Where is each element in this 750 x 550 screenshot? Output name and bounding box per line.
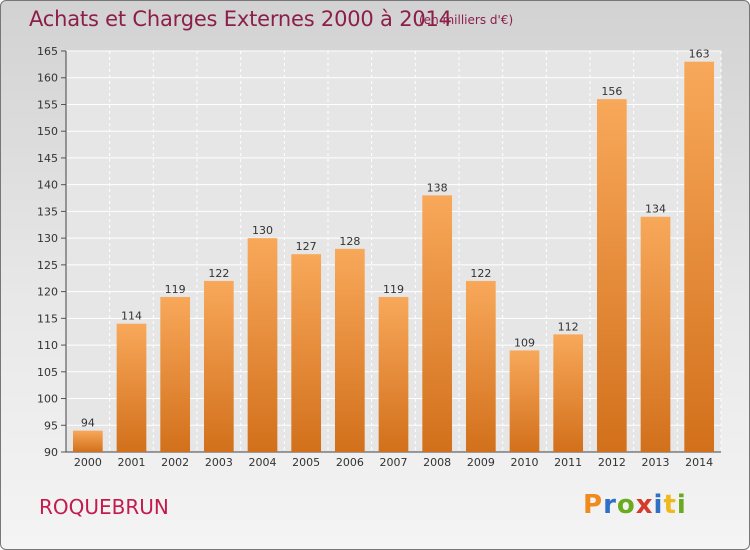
data-label: 128: [339, 235, 360, 248]
y-tick-label: 115: [37, 312, 58, 325]
data-label: 122: [208, 267, 229, 280]
data-label: 109: [514, 336, 535, 349]
logo-letter: i: [653, 490, 664, 520]
bar: [72, 430, 103, 452]
logo-letter: P: [583, 490, 604, 520]
data-label: 163: [689, 48, 710, 61]
data-label: 127: [296, 240, 317, 253]
x-tick-label: 2002: [161, 456, 189, 469]
x-tick-label: 2013: [642, 456, 670, 469]
y-tick-label: 105: [37, 366, 58, 379]
x-tick-label: 2006: [336, 456, 364, 469]
x-tick-label: 2005: [292, 456, 320, 469]
y-tick-label: 110: [37, 339, 58, 352]
x-tick-label: 2012: [598, 456, 626, 469]
data-label: 122: [470, 267, 491, 280]
x-tick-label: 2007: [380, 456, 408, 469]
y-tick-label: 145: [37, 152, 58, 165]
logo-letter: i: [676, 490, 687, 520]
y-tick-label: 160: [37, 72, 58, 85]
bar: [116, 323, 147, 452]
logo-letter: t: [663, 490, 677, 520]
x-tick-label: 2009: [467, 456, 495, 469]
x-tick-label: 2011: [554, 456, 582, 469]
data-label: 94: [81, 417, 95, 430]
bar: [334, 248, 365, 452]
logo-letter: x: [635, 490, 654, 520]
y-tick-label: 100: [37, 393, 58, 406]
bar: [509, 350, 540, 452]
bar: [160, 296, 191, 452]
bar: [596, 99, 627, 453]
chart-unit: (en milliers d'€): [419, 13, 514, 27]
x-tick-label: 2000: [74, 456, 102, 469]
logo-letter: o: [616, 490, 636, 520]
y-tick-label: 150: [37, 125, 58, 138]
bar: [378, 296, 409, 452]
y-tick-label: 90: [44, 446, 58, 459]
x-tick-label: 2001: [118, 456, 146, 469]
y-tick-label: 165: [37, 45, 58, 58]
data-label: 156: [601, 85, 622, 98]
bar: [684, 61, 715, 453]
bar: [422, 195, 453, 453]
bar: [203, 280, 234, 452]
x-tick-label: 2004: [249, 456, 277, 469]
logo-letter: r: [603, 490, 617, 520]
data-label: 138: [427, 181, 448, 194]
bar: [640, 216, 671, 452]
x-tick-label: 2003: [205, 456, 233, 469]
x-tick-label: 2014: [685, 456, 713, 469]
x-tick-label: 2010: [511, 456, 539, 469]
data-label: 114: [121, 310, 142, 323]
data-label: 119: [165, 283, 186, 296]
y-tick-label: 125: [37, 259, 58, 272]
bar: [465, 280, 496, 452]
place-name: ROQUEBRUN: [39, 495, 169, 519]
y-tick-label: 120: [37, 286, 58, 299]
bars: [72, 61, 715, 453]
y-tick-label: 95: [44, 419, 58, 432]
data-label: 112: [558, 320, 579, 333]
bar: [247, 238, 278, 452]
proxiti-logo[interactable]: Proxiti: [583, 490, 687, 520]
y-tick-label: 155: [37, 98, 58, 111]
y-tick-label: 130: [37, 232, 58, 245]
labels: 90 95 100 105 110 115 120 125 130 135 140 145 150 155…: [37, 45, 713, 469]
x-tick-label: 2008: [423, 456, 451, 469]
y-tick-label: 135: [37, 205, 58, 218]
bar: [291, 254, 322, 452]
data-label: 134: [645, 203, 666, 216]
data-label: 119: [383, 283, 404, 296]
chart-title: Achats et Charges Externes 2000 à 2014: [29, 7, 452, 31]
data-label: 130: [252, 224, 273, 237]
bar: [553, 334, 584, 452]
y-tick-label: 140: [37, 179, 58, 192]
